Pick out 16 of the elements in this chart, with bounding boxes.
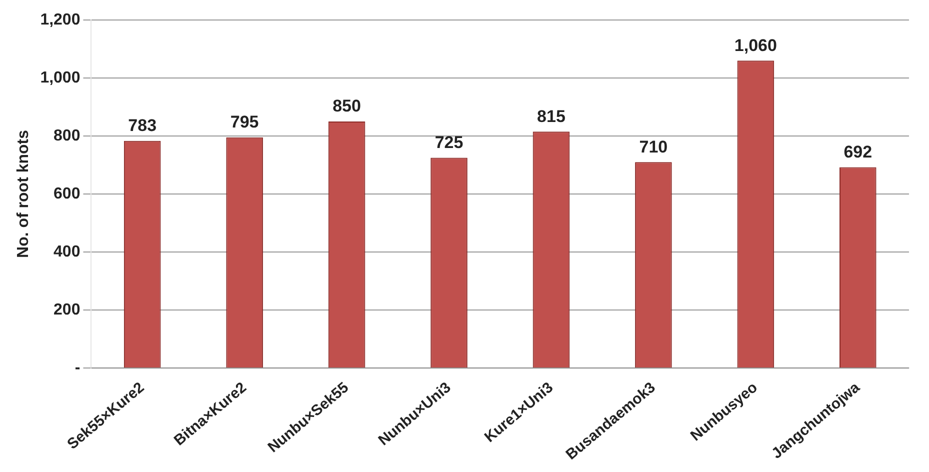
y-tick-label: - [74, 359, 80, 376]
y-tick-label: 1,000 [40, 69, 80, 86]
data-label: 783 [128, 116, 157, 136]
y-tick-label: 800 [54, 127, 80, 144]
data-label: 1,060 [734, 36, 777, 55]
data-label: 815 [537, 106, 566, 126]
y-tick-label: 600 [54, 185, 80, 202]
data-label: 795 [230, 112, 259, 132]
y-tick-label: 1,200 [40, 11, 80, 28]
data-label: 850 [332, 96, 361, 116]
y-axis-title: No. of root knots [15, 130, 32, 258]
data-label: 725 [434, 132, 464, 152]
data-label: 692 [844, 142, 872, 162]
data-label: 710 [639, 137, 668, 156]
y-tick-label: 400 [54, 243, 80, 260]
y-tick-label: 200 [54, 301, 80, 318]
